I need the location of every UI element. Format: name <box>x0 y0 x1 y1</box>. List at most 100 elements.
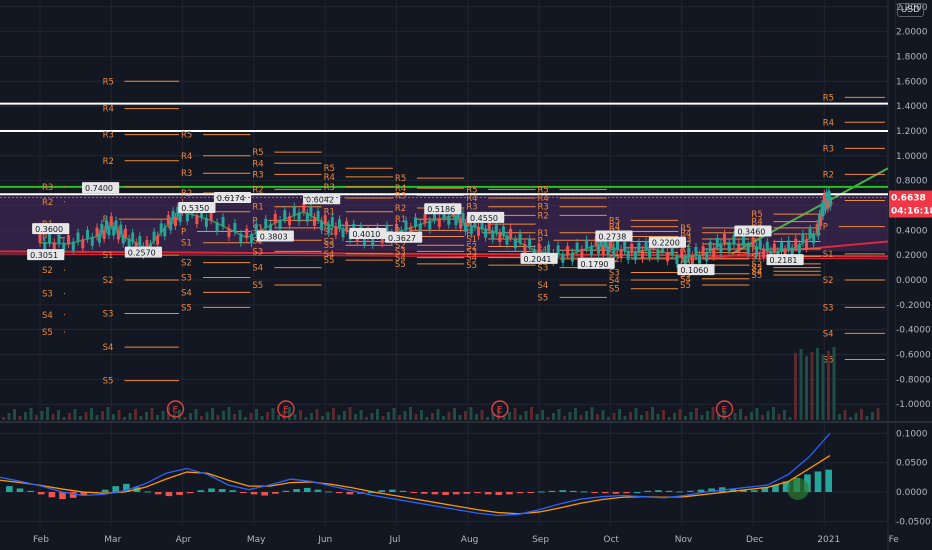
peak-label-box <box>82 182 120 194</box>
price-series <box>2 186 880 420</box>
time-tick-label: Feb <box>33 535 49 545</box>
pivot-label: S2 <box>395 241 406 251</box>
volume-bar <box>486 417 489 420</box>
time-tick-label: May <box>247 535 266 545</box>
volume-bar <box>854 413 858 420</box>
price-tick-label: 1.2000 <box>896 127 928 137</box>
volume-bar <box>392 408 396 420</box>
volume-bar <box>304 417 308 420</box>
macd-bar <box>452 492 460 495</box>
volume-bar <box>403 411 407 420</box>
time-axis[interactable]: Feb Mar Apr May Jun Jul Aug Sep Oct Nov Dec 2021 Fe <box>33 535 899 545</box>
peak-labels: 0.7400 0.3600 0.3051 0.2570 0.5350 0.6174 0.38… <box>27 182 804 276</box>
pivot-label: R1 <box>538 229 549 239</box>
volume-bar <box>244 417 247 420</box>
price-tick-label: 1.0000 <box>896 152 928 162</box>
price-tick-label: 2.2000 <box>896 3 928 13</box>
price-tag-value: 0.6638 <box>891 194 926 204</box>
volume-bar <box>728 417 731 420</box>
peak-label-box <box>520 252 558 264</box>
pivot-label: S5 <box>324 256 335 266</box>
volume-bar <box>106 407 110 420</box>
volume-bar <box>420 410 423 420</box>
volume-bar <box>656 414 660 420</box>
macd-bar <box>229 490 237 492</box>
time-tick-label: Oct <box>603 535 619 545</box>
peak-label: 0.3600 <box>35 225 63 234</box>
macd-bar <box>538 491 545 493</box>
time-tick-label: Fe <box>889 535 900 545</box>
time-tick-label: Dec <box>746 535 763 545</box>
macd-pane <box>0 432 832 517</box>
pivot-label: P <box>324 221 329 231</box>
pivot-label: R3 <box>252 170 263 180</box>
volume-bar <box>524 411 528 420</box>
volume-bar <box>68 413 71 420</box>
peak-label: 0.3803 <box>260 233 288 242</box>
volume-bar <box>249 413 253 420</box>
macd-bar <box>782 481 790 492</box>
macd-tick-label: -0.0500 <box>896 517 931 527</box>
macd-bar <box>814 471 822 492</box>
volume-bar <box>464 411 467 420</box>
volume-bar <box>414 414 418 420</box>
pivot-label: S3 <box>103 310 114 320</box>
volume-bar <box>502 416 506 420</box>
volume-bar <box>832 347 836 420</box>
volume-bar <box>57 410 60 420</box>
peak-label-box <box>178 201 216 213</box>
macd-bar <box>6 486 13 492</box>
macd-bar <box>218 489 226 492</box>
pivot-label: R3 <box>466 203 477 213</box>
pivot-label: S3 <box>181 274 192 284</box>
pivot-label: S1 <box>181 239 192 249</box>
signal-line <box>0 455 831 515</box>
peak-label: 0.3627 <box>388 234 416 243</box>
volume-bar <box>579 415 583 420</box>
pivot-label: S3 <box>751 264 762 274</box>
pivot-label: R4 <box>181 152 192 162</box>
volume-bar <box>711 407 715 420</box>
volume-bar <box>788 417 792 420</box>
pivot-label: R1 <box>751 237 762 247</box>
pivot-label: R1 <box>466 220 477 230</box>
macd-bar <box>421 492 428 494</box>
macd-bar <box>48 492 56 498</box>
pivot-label: S4 <box>252 264 263 274</box>
pivot-label: P <box>538 236 543 246</box>
pivot-label: S3 <box>42 290 53 300</box>
volume-bar <box>601 410 605 420</box>
pivot-label: P <box>181 228 186 238</box>
volume-bar <box>623 416 627 420</box>
price-tick-label: -0.4000 <box>896 326 931 336</box>
price-tick-label: -0.2000 <box>896 301 931 311</box>
pivot-label: R5 <box>680 224 691 234</box>
volume-bar <box>640 415 643 420</box>
macd-bar <box>474 492 481 494</box>
peak-label: 0.2041 <box>524 255 552 264</box>
macd-bar <box>208 488 215 492</box>
peak-label-box <box>677 264 715 276</box>
volume-bar <box>40 411 44 420</box>
volume-bar <box>326 412 330 420</box>
volume-bar <box>700 415 704 420</box>
peak-label: 0.1790 <box>581 260 609 269</box>
volume-bar <box>706 411 709 420</box>
pivot-label: S5 <box>103 377 114 387</box>
volume-bar <box>222 411 225 420</box>
macd-bar <box>612 492 620 494</box>
volume-bar <box>673 413 676 420</box>
peak-label: 0.2738 <box>598 233 626 242</box>
currency-label[interactable]: USD <box>896 3 924 17</box>
pivot-label: P <box>751 245 756 255</box>
pivot-label: R5 <box>181 131 192 141</box>
peak-label-box <box>595 230 633 242</box>
green-trendline <box>731 167 889 255</box>
pivot-label: P <box>252 216 257 226</box>
volume-bar <box>211 408 214 420</box>
macd-bar <box>325 491 332 493</box>
volume-bar <box>497 409 500 420</box>
macd-bar <box>442 492 449 495</box>
